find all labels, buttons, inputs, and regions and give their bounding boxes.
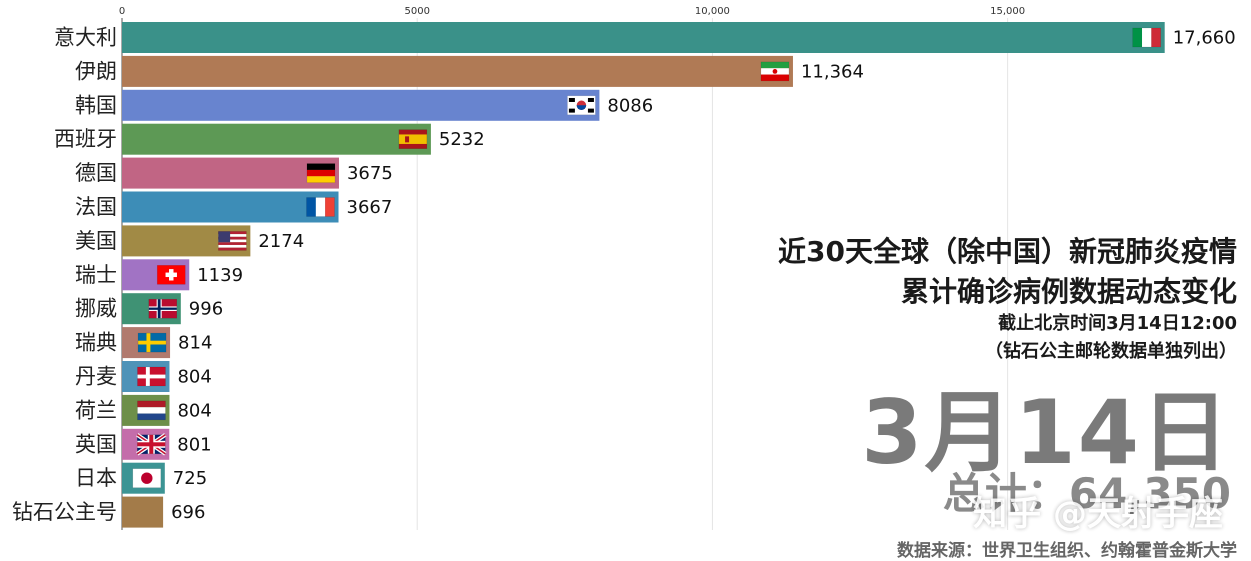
- value-label: 804: [177, 400, 211, 421]
- norway-flag: [148, 298, 178, 319]
- cruise-note: （钻石公主邮轮数据单独列出）: [985, 341, 1237, 362]
- bar: [122, 123, 431, 155]
- bar-row: 挪威 996: [75, 293, 223, 325]
- value-label: 3667: [347, 197, 393, 218]
- switzerland-flag: [156, 264, 186, 285]
- value-label: 725: [173, 468, 207, 489]
- spain-flag: [398, 129, 428, 149]
- bar: [122, 55, 793, 87]
- category-label: 西班牙: [54, 127, 117, 151]
- x-axis-ticks: 0 5000 10,000 15,000: [119, 6, 1025, 17]
- denmark-flag: [137, 366, 166, 387]
- bar: [122, 157, 339, 189]
- bar-row: 伊朗 11,364: [75, 55, 864, 87]
- uk-flag: [136, 433, 167, 456]
- category-label: 英国: [75, 432, 117, 456]
- watermark: 知乎 @天射手座: [973, 494, 1223, 534]
- bar-row: 荷兰 804: [75, 394, 212, 426]
- x-tick-label: 5000: [404, 6, 429, 17]
- value-label: 8086: [607, 95, 653, 116]
- category-label: 荷兰: [75, 398, 117, 422]
- value-label: 5232: [439, 129, 485, 150]
- category-label: 伊朗: [75, 59, 117, 83]
- category-label: 瑞士: [75, 263, 117, 287]
- france-flag: [306, 197, 335, 217]
- bar-row: 德国 3675: [75, 157, 393, 189]
- category-label: 德国: [75, 161, 117, 185]
- value-label: 11,364: [801, 61, 864, 82]
- sweden-flag: [137, 332, 167, 353]
- south-korea-flag: [567, 95, 596, 116]
- category-label: 日本: [75, 466, 117, 490]
- category-label: 意大利: [54, 26, 117, 50]
- value-label: 804: [177, 367, 211, 388]
- category-label: 韩国: [75, 93, 117, 117]
- data-source: 数据来源：世界卫生组织、约翰霍普金斯大学: [897, 541, 1237, 561]
- x-tick-label: 0: [119, 6, 125, 17]
- chart-title-line2: 累计确诊病例数据动态变化: [900, 275, 1237, 308]
- bar-row: 英国 801: [75, 428, 212, 460]
- bar-row: 意大利 17,660: [54, 22, 1236, 53]
- cutoff-time: 截止北京时间3月14日12:00: [998, 313, 1237, 334]
- bar: [122, 89, 600, 121]
- category-label: 钻石公主号: [12, 500, 117, 524]
- total-count: 总计：64,350: [942, 469, 1231, 518]
- current-date: 3月14日: [861, 381, 1231, 484]
- category-label: 丹麦: [75, 365, 117, 389]
- category-label: 挪威: [75, 297, 117, 321]
- bar-row: 西班牙 5232: [54, 123, 485, 155]
- category-label: 瑞典: [75, 331, 117, 355]
- value-label: 801: [177, 434, 211, 455]
- bar-row: 钻石公主号 696: [12, 496, 205, 528]
- bar: [122, 496, 164, 528]
- netherlands-flag: [137, 400, 166, 421]
- bar-row: 韩国 8086: [75, 89, 653, 121]
- bar-row: 瑞士 1139: [75, 259, 243, 291]
- category-label: 美国: [75, 229, 117, 253]
- value-label: 1139: [197, 265, 243, 286]
- value-label: 814: [178, 333, 212, 354]
- bar: [122, 22, 1165, 53]
- italy-flag: [1132, 27, 1161, 48]
- x-tick-label: 10,000: [695, 6, 730, 17]
- bars: 意大利 17,660 伊朗 11,364 韩国 8086 西班牙 5232 德国 3675 法国 36…: [12, 22, 1236, 528]
- iran-flag: [760, 61, 790, 82]
- value-label: 996: [189, 299, 223, 320]
- japan-flag: [132, 468, 162, 489]
- value-label: 17,660: [1173, 28, 1236, 49]
- chart-title-line1: 近30天全球（除中国）新冠肺炎疫情: [778, 235, 1237, 268]
- bar-row: 日本 725: [75, 462, 207, 494]
- bar-row: 法国 3667: [75, 191, 393, 223]
- bar-row: 美国 2174: [75, 225, 304, 257]
- bar-row: 瑞典 814: [75, 327, 212, 359]
- germany-flag: [306, 163, 336, 183]
- category-label: 法国: [75, 195, 117, 219]
- bar: [122, 191, 339, 223]
- bar-row: 丹麦 804: [75, 361, 212, 392]
- value-label: 2174: [258, 231, 304, 252]
- usa-flag: [218, 231, 247, 251]
- x-tick-label: 15,000: [990, 6, 1025, 17]
- value-label: 3675: [347, 163, 393, 184]
- value-label: 696: [171, 502, 205, 523]
